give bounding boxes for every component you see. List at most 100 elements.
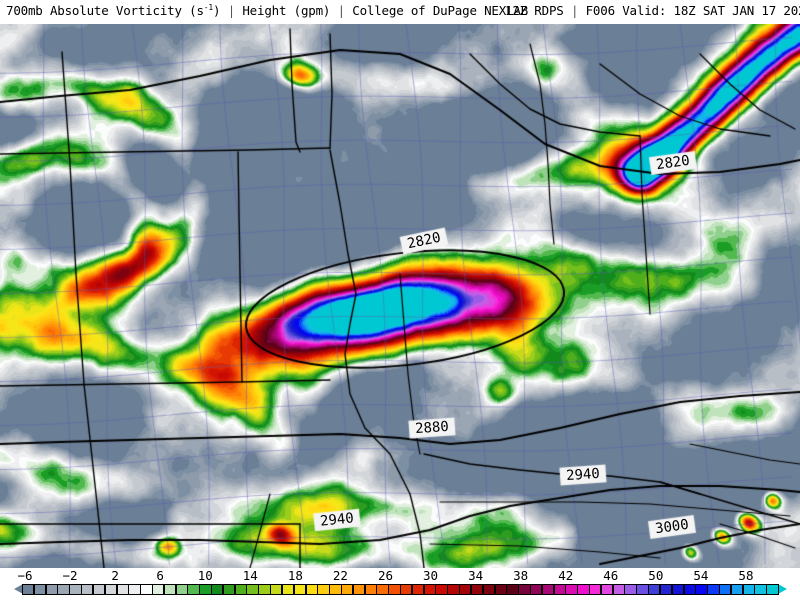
colorbar-swatch [718,584,732,595]
colorbar-swatch [140,584,153,595]
colorbar-swatch [577,584,590,595]
colorbar-swatch [423,584,437,595]
colorbar-swatch [281,584,295,595]
product-title: 700mb Absolute Vorticity (s-1) | Height … [6,3,528,18]
colorbar-swatch [636,584,649,595]
colorbar-swatch [518,584,531,595]
colorbar-swatch [187,584,200,595]
colorbar-swatch [234,584,248,595]
colorbar-tick-label: 50 [648,568,664,583]
colorbar-swatch [400,584,413,595]
colorbar-tick-label: 54 [693,568,709,583]
colorbar-swatch [494,584,507,595]
colorbar-tick-label: 34 [468,568,484,583]
colorbar-swatch [293,584,307,595]
map-panel[interactable]: 2820 2820 2880 2940 2940 3000 [0,24,800,568]
colorbar-swatch [671,584,685,595]
title-separator-2: | [337,3,346,19]
colorbar-tick-label: 26 [377,568,393,583]
colorbar-swatch [659,584,673,595]
height-label: Height (gpm) [242,3,331,19]
colorbar: −6 −2 2 6 10 14 18 22 26 30 34 38 42 46 50 54 58 [0,568,800,600]
colorbar-swatch [317,584,330,595]
colorbar-swatch [742,584,755,595]
colorbar-swatch [22,584,35,595]
colorbar-swatch [222,584,236,595]
title-separator-1: | [227,3,236,19]
colorbar-swatch [92,584,106,595]
field-label: 700mb Absolute Vorticity (s [6,3,204,19]
model-run-info: 12Z RDPS | F006 Valid: 18Z SAT JAN 17 20… [505,3,800,18]
colorbar-tick-label: −2 [62,568,78,583]
colorbar-swatch [33,584,47,595]
colorbar-swatch [624,584,637,595]
colorbar-swatch [376,584,389,595]
colorbar-right-arrow [778,584,787,594]
colorbar-swatch [69,584,82,595]
colorbar-tick-label: 22 [332,568,348,583]
colorbar-swatches [0,583,800,597]
colorbar-tick-label: 42 [558,568,574,583]
colorbar-swatch [116,584,129,595]
colorbar-swatch [57,584,70,595]
colorbar-swatch [541,584,555,595]
colorbar-swatch [470,584,484,595]
colorbar-swatch [589,584,602,595]
colorbar-swatch [340,584,354,595]
field-close-paren: ) [213,3,221,19]
colorbar-swatch [730,584,744,595]
forecast-hour-label: F006 [585,3,616,18]
source-label: College of DuPage NEXLAB [352,3,529,19]
colorbar-swatch [754,584,767,595]
colorbar-tick-label: 18 [287,568,303,583]
colorbar-tick-label: 14 [242,568,258,583]
colorbar-swatch [128,584,141,595]
colorbar-swatch [151,584,165,595]
colorbar-tick-label: 38 [513,568,529,583]
height-contour-label: 2940 [565,465,601,485]
colorbar-swatch [81,584,94,595]
header-bar: 700mb Absolute Vorticity (s-1) | Height … [0,0,800,24]
height-contour-label: 2880 [414,418,450,438]
colorbar-swatch [565,584,578,595]
colorbar-swatch [482,584,496,595]
colorbar-swatch [246,584,259,595]
colorbar-swatch [648,584,661,595]
colorbar-swatch [258,584,271,595]
colorbar-swatch [305,584,318,595]
colorbar-swatch [163,584,177,595]
colorbar-swatch [352,584,366,595]
colorbar-swatch [506,584,519,595]
colorbar-swatch [447,584,460,595]
colorbar-swatch [199,584,212,595]
colorbar-swatch [600,584,614,595]
colorbar-swatch [529,584,543,595]
colorbar-swatch [683,584,696,595]
colorbar-swatch [766,584,779,595]
colorbar-tick-label: 30 [423,568,439,583]
title-separator-3: | [570,3,579,18]
field-exponent: -1 [203,3,214,12]
colorbar-swatch [45,584,59,595]
colorbar-tick-label: 6 [156,568,164,583]
colorbar-left-arrow [14,584,23,594]
valid-time-label: Valid: 18Z SAT JAN 17 2026 [622,3,800,18]
colorbar-tick-label: 46 [603,568,619,583]
colorbar-swatch [435,584,448,595]
colorbar-swatch [104,584,118,595]
colorbar-swatch [553,584,566,595]
colorbar-swatch [211,584,224,595]
model-cycle-label: 12Z RDPS [505,3,564,18]
vorticity-field-canvas[interactable] [0,24,800,568]
colorbar-tick-label: 58 [738,568,754,583]
colorbar-swatch [612,584,626,595]
colorbar-tick-labels: −6 −2 2 6 10 14 18 22 26 30 34 38 42 46 50 54 58 [0,568,800,583]
colorbar-swatch [707,584,720,595]
colorbar-swatch [695,584,708,595]
colorbar-tick-label: 2 [111,568,119,583]
colorbar-swatch [459,584,472,595]
colorbar-swatch [364,584,377,595]
colorbar-tick-label: 10 [197,568,213,583]
colorbar-swatch [411,584,425,595]
